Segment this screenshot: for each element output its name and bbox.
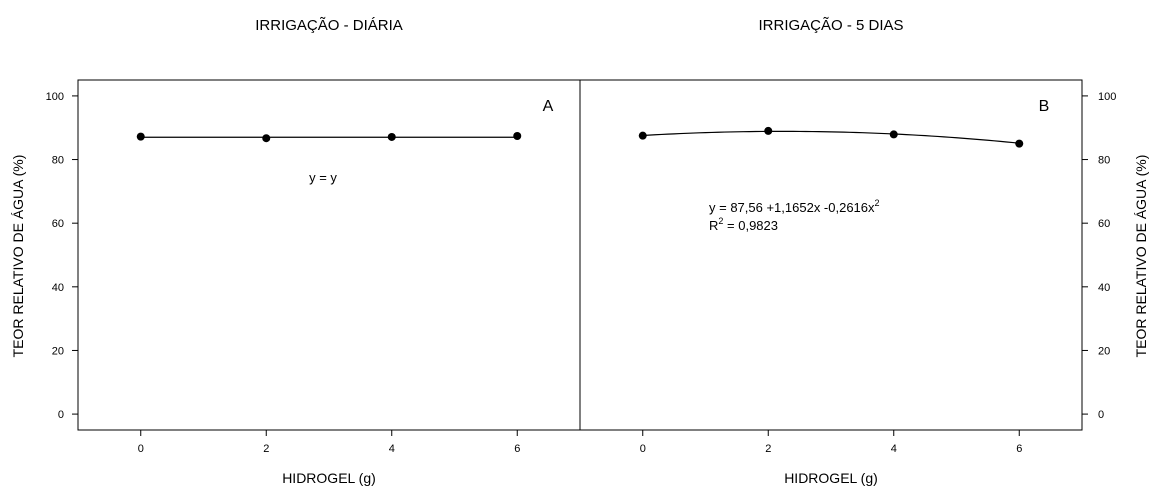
- panel-a-equation: y = y: [309, 170, 337, 185]
- panel-b-data-point: [1015, 139, 1024, 148]
- panel-b-r2-prefix: R: [709, 218, 718, 233]
- panel-b-data-point: [638, 131, 647, 140]
- panel-b-xtick-label: 4: [891, 443, 897, 455]
- panel-b-data-point: [764, 126, 773, 135]
- panel-b-ytick-label: 0: [1098, 409, 1104, 421]
- panel-a-ytick-label: 100: [46, 91, 64, 103]
- panel-a-title: IRRIGAÇÃO - DIÁRIA: [255, 17, 403, 34]
- panel-a-xtick-label: 0: [138, 443, 144, 455]
- panel-b-r2-value: = 0,9823: [723, 218, 778, 233]
- panel-b-ytick-label: 80: [1098, 155, 1110, 167]
- panel-a-xlabel: HIDROGEL (g): [282, 470, 376, 486]
- panel-b-fit-line: [642, 130, 1020, 144]
- panel-b-title: IRRIGAÇÃO - 5 DIAS: [758, 17, 903, 34]
- panel-b-data-point: [889, 130, 898, 139]
- panel-a-frame: [77, 79, 581, 431]
- panel-b-equation-main: y = 87,56 +1,1652x -0,2616x: [709, 200, 875, 215]
- panel-a-ytick-label: 80: [52, 155, 64, 167]
- panel-b-r2-sup: 2: [718, 216, 723, 226]
- panel-b-xtick-label: 2: [765, 443, 771, 455]
- panel-b-ytick-label: 20: [1098, 345, 1110, 357]
- panel-a-data-point: [262, 134, 271, 143]
- panel-b-ytick-label: 60: [1098, 218, 1110, 230]
- panel-b-xtick-label: 6: [1016, 443, 1022, 455]
- panel-a-xtick-label: 6: [514, 443, 520, 455]
- panel-a-ytick-label: 40: [52, 282, 64, 294]
- panel-a-ylabel: TEOR RELATIVO DE ÁGUA (%): [10, 155, 26, 358]
- panel-b-r2: R2 = 0,9823: [709, 216, 778, 233]
- panel-a-xtick-label: 2: [263, 443, 269, 455]
- panel-a-data-point: [387, 132, 396, 141]
- panel-a-data-point: [513, 132, 522, 140]
- panel-a-ytick-label: 60: [52, 218, 64, 230]
- panel-b-letter: B: [1039, 98, 1050, 115]
- panel-b-frame: [579, 79, 1083, 431]
- panel-a-ytick-label: 0: [58, 409, 64, 421]
- panel-b-equation: y = 87,56 +1,1652x -0,2616x2: [709, 198, 880, 215]
- panel-a-letter: A: [543, 98, 554, 115]
- panel-b-xtick-label: 0: [640, 443, 646, 455]
- panel-b-ylabel: TEOR RELATIVO DE ÁGUA (%): [1133, 155, 1149, 358]
- panel-a-data-point: [136, 132, 145, 141]
- panel-b-ytick-label: 40: [1098, 282, 1110, 294]
- panel-b-equation-sup: 2: [875, 198, 880, 208]
- panel-b-xlabel: HIDROGEL (g): [784, 470, 878, 486]
- panel-a-ytick-label: 20: [52, 345, 64, 357]
- panel-a-xtick-label: 4: [389, 443, 395, 455]
- panel-b-ytick-label: 100: [1098, 91, 1116, 103]
